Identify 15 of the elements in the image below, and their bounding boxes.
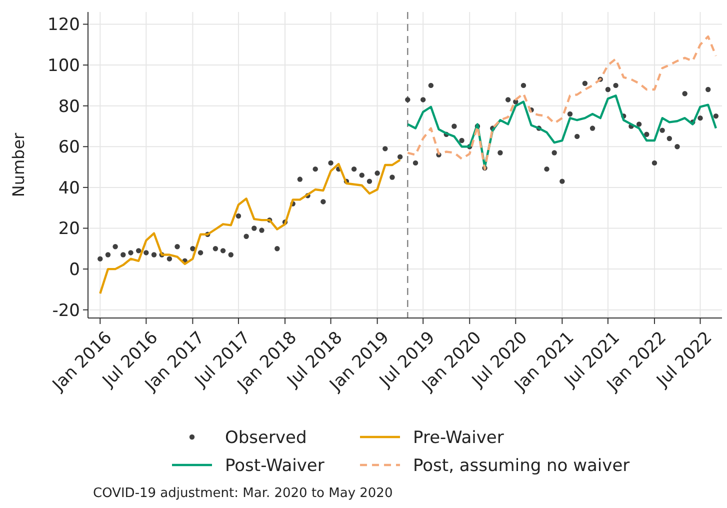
- text: COVID-19 adjustment: Mar. 2020 to May 2020: [93, 486, 393, 501]
- legend-label: Post, assuming no waiver: [413, 456, 630, 476]
- y-tick-label: -20: [52, 300, 80, 321]
- legend-label: Observed: [225, 428, 307, 448]
- legend-label: Post-Waiver: [225, 456, 324, 476]
- y-tick-label: 60: [58, 138, 80, 158]
- y-tick-label: 100: [48, 56, 80, 76]
- legend-label: Pre-Waiver: [413, 428, 504, 448]
- y-tick-label: 40: [58, 178, 80, 198]
- y-tick-label: 0: [69, 260, 80, 280]
- y-axis-title: Number: [9, 132, 28, 198]
- y-tick-label: 80: [58, 96, 80, 117]
- line-series: [406, 35, 718, 170]
- y-tick-label: 120: [48, 15, 80, 36]
- y-tick-label: 20: [58, 219, 80, 240]
